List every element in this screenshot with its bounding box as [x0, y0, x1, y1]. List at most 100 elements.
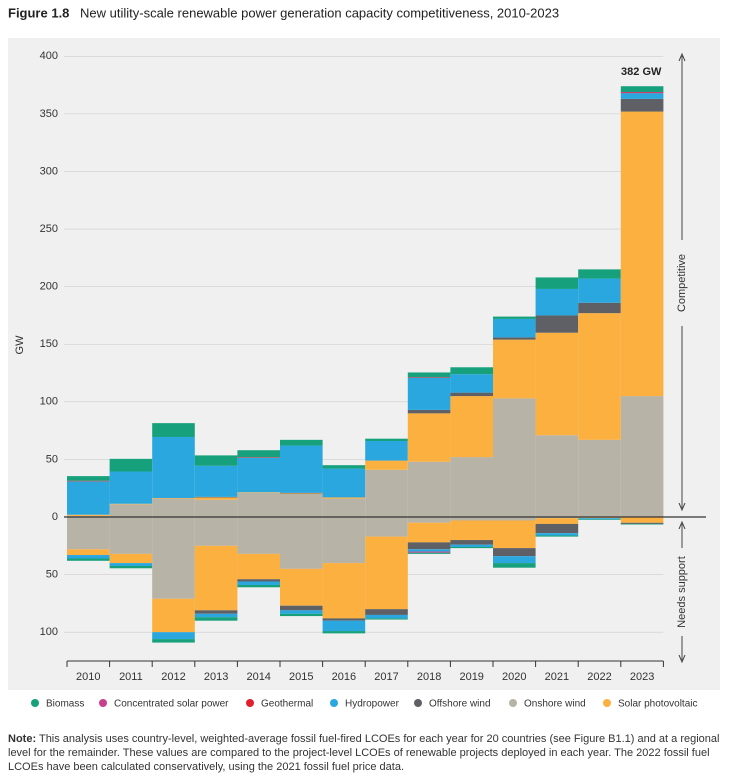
bar-segment	[152, 517, 195, 599]
bar-segment	[620, 517, 664, 523]
bar-segment	[578, 269, 621, 279]
bar-segment	[535, 523, 579, 534]
x-tick-label: 2022	[587, 671, 611, 683]
bar-segment	[237, 581, 280, 585]
bar-segment	[280, 493, 323, 494]
y-tick-label: 200	[40, 281, 58, 293]
x-tick-label: 2014	[246, 671, 270, 683]
bar-segment	[152, 498, 195, 518]
bar-segment	[237, 553, 280, 580]
bar-segment	[280, 568, 323, 606]
annotation: 382 GW	[621, 66, 662, 78]
bar-segment	[237, 492, 280, 518]
x-tick-label: 2017	[374, 671, 398, 683]
bar-segment	[322, 497, 366, 499]
bar-segment	[407, 413, 451, 462]
bar-segment	[620, 92, 664, 94]
bar-segment	[450, 520, 493, 541]
bar-segment	[407, 372, 451, 378]
bar-segment	[493, 339, 536, 399]
chart-title: New utility-scale renewable power genera…	[80, 5, 559, 20]
x-tick-label: 2010	[76, 671, 100, 683]
bar-segment	[365, 618, 408, 620]
bar-segment	[109, 553, 153, 564]
bar-segment	[493, 318, 536, 338]
bar-segment	[578, 278, 621, 303]
bar-segment	[67, 558, 110, 561]
bar-segment	[365, 440, 408, 461]
bar-segment	[67, 480, 110, 482]
legend-label: Solar photovoltaic	[618, 699, 698, 710]
bar-segment	[237, 450, 280, 458]
bar-segment	[578, 519, 621, 520]
note-label: Note:	[8, 733, 37, 745]
bar-segment	[322, 517, 366, 564]
bar-segment	[67, 481, 110, 515]
bar-segment	[365, 469, 408, 518]
bar-segment	[237, 457, 280, 458]
note: Note: This analysis uses country-level, …	[8, 732, 722, 774]
bar-segment	[620, 522, 664, 524]
bar-segment	[194, 617, 238, 621]
bar-segment	[322, 631, 366, 634]
bar-segment	[322, 468, 366, 498]
note-text: This analysis uses country-level, weight…	[8, 733, 720, 773]
bar-segment	[322, 465, 366, 469]
bar-segment	[237, 517, 280, 554]
y-tick-label: 400	[40, 50, 58, 62]
legend-label: Geothermal	[261, 699, 313, 710]
bar-segment	[280, 610, 323, 614]
x-tick-label: 2023	[630, 671, 654, 683]
bar-segment	[280, 605, 323, 611]
legend-label: Hydropower	[345, 699, 400, 710]
legend-label: Biomass	[46, 699, 84, 710]
bar-segment	[578, 518, 621, 520]
bar-segment	[194, 545, 238, 611]
bar-segment	[535, 288, 579, 316]
bar-segment	[450, 367, 493, 375]
x-tick-label: 2011	[119, 671, 143, 683]
bar-segment	[152, 632, 195, 640]
bar-segment	[407, 551, 451, 553]
legend-marker	[509, 699, 517, 707]
bar-segment	[450, 457, 493, 518]
bar-segment	[237, 492, 280, 493]
bar-segment	[194, 497, 238, 500]
bar-segment	[109, 503, 153, 505]
bar-segment	[152, 598, 195, 633]
legend-marker	[246, 699, 254, 707]
x-tick-label: 2021	[545, 671, 569, 683]
bar-segment	[578, 313, 621, 440]
chart: Figure 1.8 New utility-scale renewable p…	[8, 5, 720, 710]
bar-segment	[450, 544, 493, 547]
bar-segment	[67, 476, 110, 481]
bar-segment	[407, 517, 451, 523]
bar-segment	[152, 423, 195, 437]
bar-segment	[194, 465, 238, 497]
x-tick-label: 2016	[332, 671, 356, 683]
bar-segment	[67, 555, 110, 559]
bar-segment	[578, 439, 621, 518]
bar-segment	[620, 93, 664, 99]
bar-segment	[152, 639, 195, 643]
bar-segment	[493, 556, 536, 564]
legend-label: Onshore wind	[524, 699, 586, 710]
x-tick-label: 2015	[289, 671, 313, 683]
legend-marker	[99, 699, 107, 707]
bar-segment	[365, 517, 408, 537]
bar-segment	[407, 522, 451, 543]
bar-segment	[322, 620, 366, 632]
bar-segment	[535, 535, 579, 537]
bar-segment	[109, 504, 153, 518]
bar-segment	[535, 277, 579, 289]
bar-segment	[620, 111, 664, 397]
bar-segment	[450, 540, 493, 545]
legend-marker	[414, 699, 422, 707]
bar-segment	[152, 436, 195, 499]
y-tick-label: 100	[40, 626, 58, 638]
bar-segment	[450, 517, 493, 521]
bar-segment	[109, 563, 153, 566]
bar-segment	[578, 517, 621, 519]
bar-segment	[493, 517, 536, 521]
legend-label: Offshore wind	[429, 699, 491, 710]
